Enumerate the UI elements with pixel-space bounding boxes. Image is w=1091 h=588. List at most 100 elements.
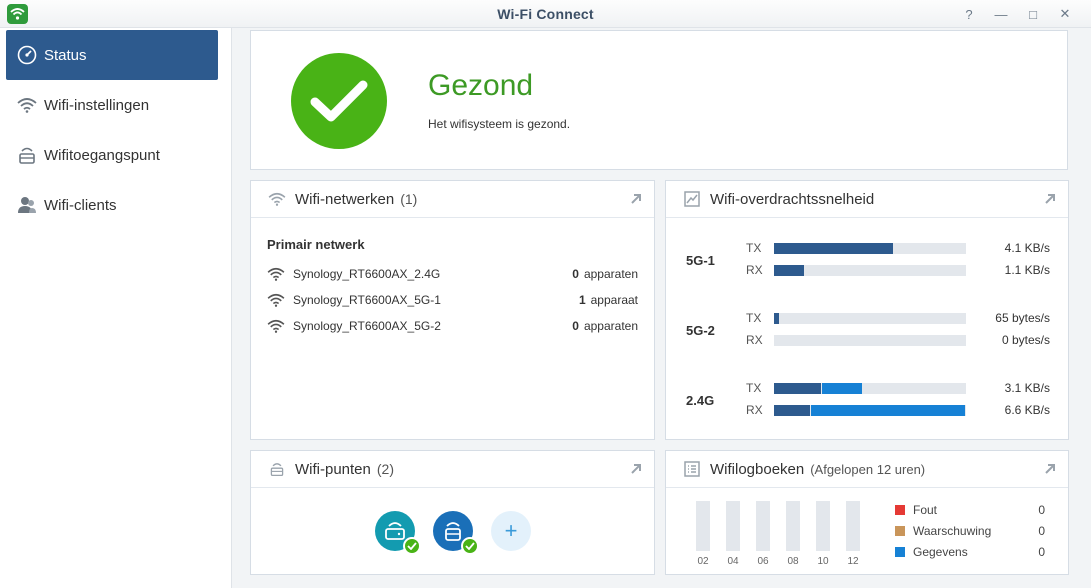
device-unit: apparaat bbox=[590, 293, 638, 307]
add-wifi-point-button[interactable]: + bbox=[491, 511, 531, 551]
rx-rate: 1.1 KB/s bbox=[1004, 263, 1050, 277]
sidebar-item-status[interactable]: Status bbox=[6, 30, 218, 80]
expand-arrow-icon[interactable] bbox=[1044, 462, 1056, 479]
card-title: Wifi-punten bbox=[295, 460, 371, 478]
tx-rate: 4.1 KB/s bbox=[1004, 241, 1050, 255]
legend-value: 0 bbox=[1038, 545, 1045, 559]
wifi-logs-card: Wifilogboeken (Afgelopen 12 uren) 02 04 … bbox=[665, 450, 1069, 575]
rx-bar bbox=[774, 265, 966, 276]
device-count: 1 bbox=[578, 293, 586, 307]
card-title: Wifi-netwerken bbox=[295, 190, 395, 208]
wifi-icon bbox=[267, 192, 287, 206]
log-hour-bar bbox=[816, 501, 830, 551]
wifi-point-mesh[interactable] bbox=[433, 511, 479, 555]
sidebar-item-label: Status bbox=[44, 46, 87, 64]
tx-rate: 65 bytes/s bbox=[995, 311, 1050, 325]
wifi-networks-card: Wifi-netwerken (1) Primair netwerk Synol… bbox=[250, 180, 655, 440]
rx-label: RX bbox=[746, 403, 763, 417]
log-hour-bar bbox=[756, 501, 770, 551]
log-hour-label: 04 bbox=[727, 556, 739, 567]
tx-rate: 3.1 KB/s bbox=[1004, 381, 1050, 395]
sidebar-item-wifi-settings[interactable]: Wifi-instellingen bbox=[6, 80, 218, 130]
sidebar-item-wifi-clients[interactable]: Wifi-clients bbox=[6, 180, 218, 230]
legend-swatch bbox=[895, 547, 905, 557]
legend-value: 0 bbox=[1038, 503, 1045, 517]
log-hour-bar bbox=[696, 501, 710, 551]
legend-label: Fout bbox=[913, 503, 938, 517]
wifi-points-card: Wifi-punten (2) + bbox=[250, 450, 655, 575]
status-description: Het wifisysteem is gezond. bbox=[428, 117, 571, 131]
point-count: (2) bbox=[376, 461, 394, 477]
title-bar: Wi-Fi Connect ? — □ ✕ bbox=[0, 0, 1091, 28]
tx-bar bbox=[774, 243, 966, 254]
band-label: 5G-1 bbox=[686, 253, 715, 268]
legend-label: Gegevens bbox=[913, 545, 968, 559]
status-title: Gezond bbox=[428, 69, 534, 102]
tx-bar bbox=[774, 313, 966, 324]
device-count: 0 bbox=[572, 319, 579, 333]
band-label: 5G-2 bbox=[686, 323, 715, 338]
log-hour-bar bbox=[786, 501, 800, 551]
rx-rate: 6.6 KB/s bbox=[1004, 403, 1050, 417]
users-icon bbox=[16, 194, 38, 216]
rx-label: RX bbox=[746, 263, 763, 277]
line-chart-icon bbox=[682, 191, 702, 207]
log-period: (Afgelopen 12 uren) bbox=[810, 461, 926, 477]
legend-swatch bbox=[895, 505, 905, 515]
wifi-icon bbox=[16, 94, 38, 116]
card-header: Wifilogboeken (Afgelopen 12 uren) bbox=[666, 451, 1068, 488]
network-row[interactable]: Synology_RT6600AX_5G-1 1 apparaat bbox=[267, 291, 638, 309]
log-hour-bar bbox=[846, 501, 860, 551]
network-row[interactable]: Synology_RT6600AX_5G-2 0 apparaten bbox=[267, 317, 638, 335]
list-icon bbox=[682, 461, 702, 477]
log-hour-bar bbox=[726, 501, 740, 551]
tx-label: TX bbox=[746, 241, 762, 255]
device-unit: apparaten bbox=[583, 319, 638, 333]
device-count: 0 bbox=[572, 267, 579, 281]
sidebar: Status Wifi-instellingen Wifitoegangspun… bbox=[0, 28, 232, 588]
rx-bar bbox=[774, 405, 966, 416]
expand-arrow-icon[interactable] bbox=[630, 462, 642, 479]
sidebar-item-label: Wifi-instellingen bbox=[44, 96, 150, 114]
network-name: Synology_RT6600AX_5G-2 bbox=[293, 319, 441, 333]
card-header: Wifi-netwerken (1) bbox=[251, 181, 654, 218]
check-icon bbox=[403, 537, 421, 555]
app-wifi-icon bbox=[7, 4, 28, 24]
legend-info: Gegevens 0 bbox=[895, 544, 1045, 560]
tx-bar bbox=[774, 383, 966, 394]
transfer-speed-card: Wifi-overdrachtssnelheid 5G-1 TX 4.1 KB/… bbox=[665, 180, 1069, 440]
check-icon bbox=[461, 537, 479, 555]
close-button[interactable]: ✕ bbox=[1059, 6, 1071, 21]
router-icon bbox=[267, 460, 287, 478]
log-hour-label: 08 bbox=[787, 556, 799, 567]
card-header: Wifi-overdrachtssnelheid bbox=[666, 181, 1068, 218]
expand-arrow-icon[interactable] bbox=[1044, 192, 1056, 209]
log-hour-label: 10 bbox=[817, 556, 829, 567]
minimize-button[interactable]: — bbox=[994, 6, 1008, 22]
legend-value: 0 bbox=[1038, 524, 1045, 538]
network-row[interactable]: Synology_RT6600AX_2.4G 0 apparaten bbox=[267, 265, 638, 283]
device-unit: apparaten bbox=[583, 267, 638, 281]
expand-arrow-icon[interactable] bbox=[630, 192, 642, 209]
sidebar-item-label: Wifitoegangspunt bbox=[44, 146, 160, 164]
help-button[interactable]: ? bbox=[965, 6, 973, 22]
network-group-title: Primair netwerk bbox=[267, 237, 365, 252]
legend-error: Fout 0 bbox=[895, 502, 1045, 518]
maximize-button[interactable]: □ bbox=[1029, 6, 1037, 22]
window-title: Wi-Fi Connect bbox=[497, 6, 594, 22]
network-name: Synology_RT6600AX_2.4G bbox=[293, 267, 441, 281]
sidebar-item-access-point[interactable]: Wifitoegangspunt bbox=[6, 130, 218, 180]
card-title: Wifilogboeken bbox=[710, 460, 805, 478]
card-header: Wifi-punten (2) bbox=[251, 451, 654, 488]
band-label: 2.4G bbox=[686, 393, 715, 408]
router-icon bbox=[16, 144, 38, 166]
wifi-icon bbox=[267, 267, 287, 281]
log-hour-label: 06 bbox=[757, 556, 769, 567]
log-hour-label: 02 bbox=[697, 556, 709, 567]
legend-label: Waarschuwing bbox=[913, 524, 992, 538]
card-title: Wifi-overdrachtssnelheid bbox=[710, 190, 875, 208]
tx-label: TX bbox=[746, 311, 762, 325]
gauge-icon bbox=[16, 44, 38, 66]
rx-label: RX bbox=[746, 333, 763, 347]
wifi-point-router[interactable] bbox=[375, 511, 421, 555]
